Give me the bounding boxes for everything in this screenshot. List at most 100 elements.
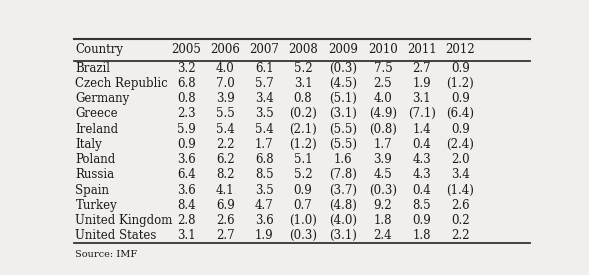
Text: (5.1): (5.1): [329, 92, 357, 105]
Text: (2.4): (2.4): [446, 138, 474, 151]
Text: 5.5: 5.5: [216, 108, 235, 120]
Text: 2.5: 2.5: [373, 77, 392, 90]
Text: 8.4: 8.4: [177, 199, 196, 212]
Text: (3.1): (3.1): [329, 108, 357, 120]
Text: (0.3): (0.3): [369, 184, 397, 197]
Text: (3.7): (3.7): [329, 184, 357, 197]
Text: 6.1: 6.1: [255, 62, 273, 75]
Text: 3.6: 3.6: [177, 184, 196, 197]
Text: 2.6: 2.6: [216, 214, 234, 227]
Text: (0.3): (0.3): [329, 62, 357, 75]
Text: (4.0): (4.0): [329, 214, 357, 227]
Text: 5.4: 5.4: [216, 123, 235, 136]
Text: 3.6: 3.6: [177, 153, 196, 166]
Text: 4.7: 4.7: [255, 199, 273, 212]
Text: 0.9: 0.9: [451, 123, 470, 136]
Text: 5.4: 5.4: [255, 123, 273, 136]
Text: 5.7: 5.7: [255, 77, 273, 90]
Text: 0.4: 0.4: [412, 184, 431, 197]
Text: (1.0): (1.0): [289, 214, 317, 227]
Text: (6.4): (6.4): [446, 108, 475, 120]
Text: 6.9: 6.9: [216, 199, 235, 212]
Text: 2.7: 2.7: [412, 62, 431, 75]
Text: 4.1: 4.1: [216, 184, 234, 197]
Text: 2010: 2010: [368, 43, 398, 56]
Text: 1.9: 1.9: [412, 77, 431, 90]
Text: 2005: 2005: [171, 43, 201, 56]
Text: Czech Republic: Czech Republic: [75, 77, 168, 90]
Text: 3.4: 3.4: [255, 92, 273, 105]
Text: 5.2: 5.2: [294, 168, 312, 182]
Text: (7.1): (7.1): [408, 108, 436, 120]
Text: 5.2: 5.2: [294, 62, 312, 75]
Text: 2006: 2006: [210, 43, 240, 56]
Text: Spain: Spain: [75, 184, 110, 197]
Text: Russia: Russia: [75, 168, 115, 182]
Text: 0.2: 0.2: [451, 214, 470, 227]
Text: 5.9: 5.9: [177, 123, 196, 136]
Text: 3.1: 3.1: [412, 92, 431, 105]
Text: 3.6: 3.6: [255, 214, 273, 227]
Text: (4.5): (4.5): [329, 77, 357, 90]
Text: Germany: Germany: [75, 92, 130, 105]
Text: 2.2: 2.2: [451, 229, 470, 242]
Text: 8.5: 8.5: [255, 168, 273, 182]
Text: 0.9: 0.9: [451, 62, 470, 75]
Text: 2.2: 2.2: [216, 138, 234, 151]
Text: 0.9: 0.9: [412, 214, 431, 227]
Text: (4.9): (4.9): [369, 108, 397, 120]
Text: (1.4): (1.4): [446, 184, 474, 197]
Text: 8.2: 8.2: [216, 168, 234, 182]
Text: 3.4: 3.4: [451, 168, 470, 182]
Text: 7.5: 7.5: [373, 62, 392, 75]
Text: 2.7: 2.7: [216, 229, 234, 242]
Text: 1.7: 1.7: [373, 138, 392, 151]
Text: (5.5): (5.5): [329, 138, 357, 151]
Text: 1.8: 1.8: [373, 214, 392, 227]
Text: Country: Country: [75, 43, 124, 56]
Text: 0.9: 0.9: [294, 184, 312, 197]
Text: 4.0: 4.0: [373, 92, 392, 105]
Text: 2008: 2008: [288, 43, 318, 56]
Text: 4.3: 4.3: [412, 153, 431, 166]
Text: 4.3: 4.3: [412, 168, 431, 182]
Text: 3.1: 3.1: [177, 229, 196, 242]
Text: (5.5): (5.5): [329, 123, 357, 136]
Text: 6.4: 6.4: [177, 168, 196, 182]
Text: 5.1: 5.1: [294, 153, 312, 166]
Text: (7.8): (7.8): [329, 168, 357, 182]
Text: 0.8: 0.8: [294, 92, 312, 105]
Text: 6.8: 6.8: [255, 153, 273, 166]
Text: 2.4: 2.4: [373, 229, 392, 242]
Text: 2.3: 2.3: [177, 108, 196, 120]
Text: 3.5: 3.5: [255, 184, 273, 197]
Text: Source: IMF: Source: IMF: [75, 250, 138, 259]
Text: 1.9: 1.9: [255, 229, 273, 242]
Text: Greece: Greece: [75, 108, 118, 120]
Text: 3.1: 3.1: [294, 77, 312, 90]
Text: (3.1): (3.1): [329, 229, 357, 242]
Text: 2012: 2012: [446, 43, 475, 56]
Text: 8.5: 8.5: [412, 199, 431, 212]
Text: 0.9: 0.9: [177, 138, 196, 151]
Text: 6.8: 6.8: [177, 77, 196, 90]
Text: (0.2): (0.2): [289, 108, 317, 120]
Text: 0.9: 0.9: [451, 92, 470, 105]
Text: (1.2): (1.2): [289, 138, 317, 151]
Text: 0.4: 0.4: [412, 138, 431, 151]
Text: 1.7: 1.7: [255, 138, 273, 151]
Text: 7.0: 7.0: [216, 77, 235, 90]
Text: Poland: Poland: [75, 153, 115, 166]
Text: 2.8: 2.8: [177, 214, 196, 227]
Text: 3.2: 3.2: [177, 62, 196, 75]
Text: 0.8: 0.8: [177, 92, 196, 105]
Text: United Kingdom: United Kingdom: [75, 214, 173, 227]
Text: Turkey: Turkey: [75, 199, 117, 212]
Text: (1.2): (1.2): [446, 77, 474, 90]
Text: (0.3): (0.3): [289, 229, 317, 242]
Text: 3.9: 3.9: [373, 153, 392, 166]
Text: 9.2: 9.2: [373, 199, 392, 212]
Text: 2.6: 2.6: [451, 199, 470, 212]
Text: 2.0: 2.0: [451, 153, 470, 166]
Text: 1.6: 1.6: [333, 153, 352, 166]
